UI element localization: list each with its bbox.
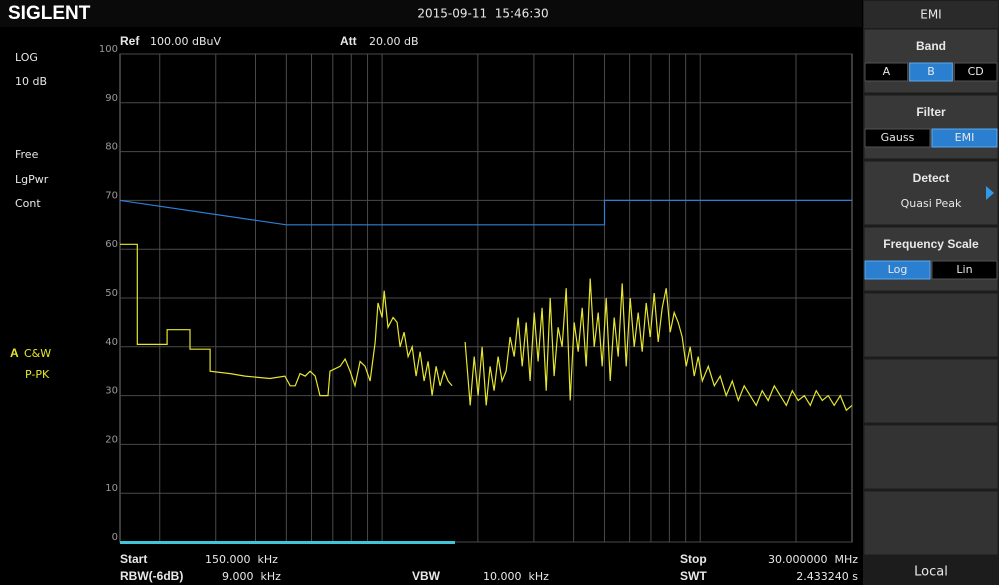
y-tick-label: 70 bbox=[105, 190, 118, 201]
sweep-progress bbox=[120, 541, 455, 544]
menu-panel-empty bbox=[863, 358, 999, 424]
y-tick-label: 100 bbox=[99, 44, 118, 55]
detector: P-PK bbox=[25, 368, 50, 381]
average: LgPwr bbox=[15, 173, 49, 186]
y-tick-label: 0 bbox=[112, 532, 118, 543]
scale-div: 10 dB bbox=[15, 75, 47, 88]
trace-line bbox=[119, 199, 852, 226]
option-label: EMI bbox=[955, 131, 975, 144]
menu-panel bbox=[863, 226, 999, 292]
logo: SIGLENT bbox=[8, 3, 91, 24]
option-label: CD bbox=[968, 65, 984, 78]
option[interactable] bbox=[864, 62, 909, 82]
menu-item[interactable]: Frequency Scale Log Lin bbox=[863, 226, 999, 292]
y-tick-label: 60 bbox=[105, 239, 118, 250]
trace-id: A bbox=[10, 346, 19, 360]
option-selected[interactable] bbox=[931, 128, 998, 148]
option[interactable] bbox=[953, 62, 998, 82]
trace-mode: C&W bbox=[24, 347, 51, 360]
trigger: Free bbox=[15, 148, 39, 161]
rbw-value: 9.000 kHz bbox=[222, 570, 281, 583]
top-bar bbox=[0, 0, 862, 27]
menu-item-value: Quasi Peak bbox=[901, 197, 962, 210]
y-tick-label: 40 bbox=[105, 337, 118, 348]
submenu-arrow bbox=[986, 186, 994, 200]
y-tick-label: 80 bbox=[105, 142, 118, 153]
scale-type: LOG bbox=[15, 51, 38, 64]
stop-label: Stop bbox=[680, 552, 707, 566]
option-label: Gauss bbox=[881, 131, 915, 144]
swt-value: 2.433240 s bbox=[796, 570, 858, 583]
menu-panel bbox=[863, 28, 999, 94]
option-label: Lin bbox=[956, 263, 972, 276]
menu-panel-empty bbox=[863, 490, 999, 556]
start-value: 150.000 kHz bbox=[205, 553, 278, 566]
menu-item[interactable]: Band A B CD bbox=[863, 28, 999, 94]
vbw-label: VBW bbox=[412, 569, 441, 583]
option[interactable] bbox=[864, 128, 931, 148]
start-label: Start bbox=[120, 552, 147, 566]
y-tick-label: 10 bbox=[105, 483, 118, 494]
ref-label: Ref bbox=[120, 34, 140, 48]
menu-title: EMI bbox=[920, 8, 941, 22]
ref-value: 100.00 dBuV bbox=[150, 35, 221, 48]
y-tick-label: 30 bbox=[105, 386, 118, 397]
menu-item-label: Band bbox=[916, 39, 946, 53]
sweep: Cont bbox=[15, 197, 41, 210]
y-tick-label: 90 bbox=[105, 93, 118, 104]
option-label: Log bbox=[888, 263, 908, 276]
menu-panel-empty bbox=[863, 424, 999, 490]
menu-panel bbox=[863, 94, 999, 160]
att-value: 20.00 dB bbox=[369, 35, 419, 48]
vbw-value: 10.000 kHz bbox=[483, 570, 549, 583]
option-selected[interactable] bbox=[909, 62, 953, 82]
menu-item-label: Frequency Scale bbox=[883, 237, 979, 251]
datetime: 2015-09-11 15:46:30 bbox=[417, 7, 548, 21]
mode-label: Local bbox=[914, 565, 948, 580]
menu-item-label: Filter bbox=[916, 105, 946, 119]
option[interactable] bbox=[931, 260, 998, 280]
stop-value: 30.000000 MHz bbox=[768, 553, 858, 566]
menu-panel bbox=[863, 160, 999, 226]
swt-label: SWT bbox=[680, 569, 707, 583]
rbw-label: RBW(-6dB) bbox=[120, 569, 183, 583]
trace-line bbox=[120, 243, 853, 412]
plot: 0 10 20 30 40 50 60 70 80 90 100 bbox=[99, 44, 853, 543]
menu-header bbox=[864, 1, 998, 28]
menu-item[interactable]: Detect Quasi Peak bbox=[863, 160, 999, 226]
option-label: B bbox=[927, 65, 935, 78]
option-label: A bbox=[883, 65, 891, 78]
att-label: Att bbox=[340, 34, 357, 48]
menu-panel-empty bbox=[863, 292, 999, 358]
y-tick-label: 20 bbox=[105, 434, 118, 445]
option-selected[interactable] bbox=[864, 260, 931, 280]
y-tick-label: 50 bbox=[105, 288, 118, 299]
menu-item-label: Detect bbox=[913, 171, 950, 185]
